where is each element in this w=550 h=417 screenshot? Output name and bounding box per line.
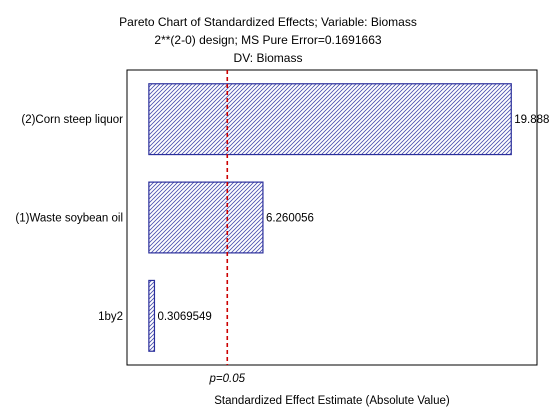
category-label-1: (1)Waste soybean oil — [15, 213, 123, 225]
category-label-0: (2)Corn steep liquor — [21, 114, 123, 126]
value-labels: 19.888 6.260056 0.3069549 — [157, 114, 549, 323]
bar-2 — [148, 279, 156, 352]
value-label-1: 6.260056 — [266, 213, 314, 225]
value-label-2: 0.3069549 — [157, 311, 211, 323]
significance-label: p=0.05 — [209, 373, 246, 385]
category-labels: (2)Corn steep liquor (1)Waste soybean oil… — [15, 114, 123, 323]
bars-group — [148, 83, 512, 352]
bar-1 — [148, 181, 264, 254]
bar-0 — [148, 83, 512, 156]
chart-title: Pareto Chart of Standardized Effects; Va… — [119, 15, 417, 29]
chart-subtitle-dv: DV: Biomass — [234, 51, 303, 65]
x-axis-label: Standardized Effect Estimate (Absolute V… — [214, 395, 450, 407]
chart-subtitle: 2**(2-0) design; MS Pure Error=0.1691663 — [154, 33, 381, 47]
category-label-2: 1by2 — [98, 311, 123, 323]
value-label-0: 19.888 — [514, 114, 549, 126]
